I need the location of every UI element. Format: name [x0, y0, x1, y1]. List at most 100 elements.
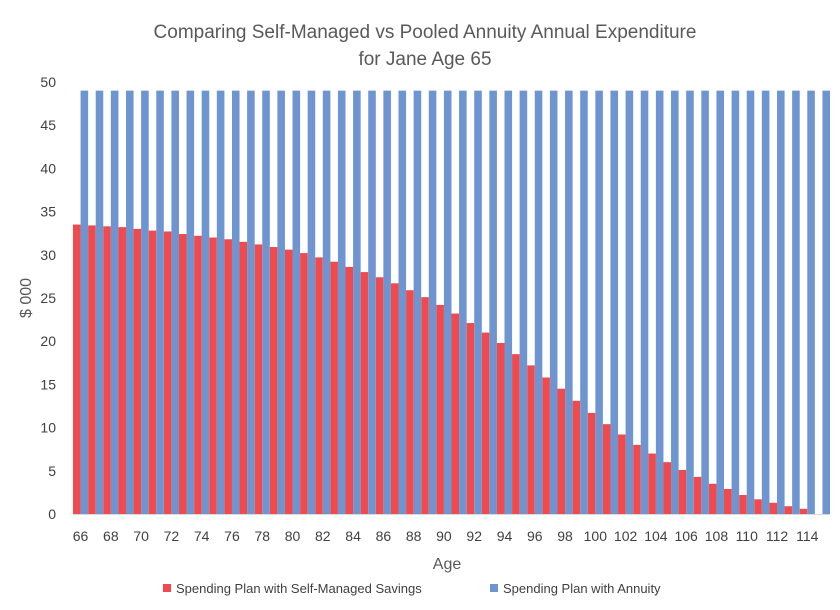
bar-annuity: [640, 90, 649, 514]
bar-annuity: [307, 90, 316, 514]
bar-annuity: [368, 90, 376, 514]
bar-self-managed: [587, 412, 596, 514]
x-tick-label: 88: [406, 528, 422, 544]
bar-annuity: [80, 90, 89, 514]
bar-self-managed: [103, 226, 111, 515]
x-tick-label: 86: [376, 528, 392, 544]
bar-self-managed: [284, 249, 293, 514]
bar-self-managed: [315, 257, 323, 514]
bar-self-managed: [451, 313, 460, 514]
bar-self-managed: [724, 488, 732, 514]
x-tick-label: 82: [315, 528, 331, 544]
bar-self-managed: [73, 224, 81, 514]
bar-self-managed: [527, 365, 535, 514]
bar-self-managed: [481, 332, 490, 514]
legend-swatch-annuity: [490, 584, 498, 592]
legend-swatch-self-managed: [163, 584, 171, 592]
x-tick-label: 114: [796, 528, 819, 544]
bar-annuity: [443, 90, 452, 514]
x-tick-label: 108: [705, 528, 729, 544]
bar-self-managed: [754, 499, 762, 514]
x-tick-label: 104: [644, 528, 668, 544]
bar-self-managed: [618, 434, 626, 514]
y-tick-label: 10: [40, 420, 56, 436]
bar-annuity: [110, 90, 119, 514]
bar-annuity: [489, 90, 497, 514]
bar-annuity: [428, 90, 437, 514]
bar-annuity: [156, 90, 164, 514]
bar-self-managed: [360, 272, 369, 514]
bar-self-managed: [678, 469, 687, 514]
bar-annuity: [686, 90, 694, 514]
chart-title: Comparing Self-Managed vs Pooled Annuity…: [154, 22, 697, 43]
y-tick-label: 0: [48, 506, 56, 522]
bar-self-managed: [269, 247, 278, 514]
bar-annuity: [171, 90, 179, 514]
bar-annuity: [822, 90, 830, 514]
bar-self-managed: [633, 444, 641, 514]
bar-self-managed: [648, 453, 656, 514]
x-tick-label: 66: [73, 528, 89, 544]
bar-annuity: [610, 90, 619, 514]
bar-annuity: [216, 90, 225, 514]
bar-annuity: [792, 90, 800, 514]
bar-annuity: [761, 90, 770, 514]
bars-group: [73, 90, 830, 515]
x-axis-label: Age: [433, 556, 462, 573]
y-tick-label: 45: [40, 117, 56, 133]
bar-self-managed: [254, 244, 263, 514]
bar-self-managed: [739, 494, 747, 514]
bar-annuity: [625, 90, 634, 514]
x-tick-label: 98: [557, 528, 573, 544]
bar-self-managed: [148, 230, 157, 515]
bar-self-managed: [330, 261, 338, 514]
x-tick-label: 72: [164, 528, 180, 544]
bar-self-managed: [602, 424, 611, 514]
x-tick-label: 92: [466, 528, 482, 544]
bar-annuity: [534, 90, 543, 514]
bar-self-managed: [163, 231, 172, 514]
x-tick-label: 102: [614, 528, 638, 544]
bar-self-managed: [209, 237, 217, 514]
bar-annuity: [731, 90, 740, 514]
bar-self-managed: [88, 225, 96, 515]
x-tick-label: 84: [345, 528, 361, 544]
bar-annuity: [746, 90, 755, 514]
bar-annuity: [655, 90, 664, 514]
bar-annuity: [777, 90, 785, 514]
x-tick-label: 110: [736, 528, 759, 544]
bar-annuity: [671, 90, 679, 514]
x-tick-label: 94: [497, 528, 513, 544]
bar-annuity: [413, 90, 422, 514]
bar-annuity: [125, 90, 134, 514]
bar-self-managed: [239, 241, 248, 514]
bar-self-managed: [436, 304, 444, 514]
bar-self-managed: [769, 502, 778, 514]
y-tick-label: 15: [40, 376, 56, 392]
bar-annuity: [807, 90, 815, 514]
bar-self-managed: [421, 297, 429, 514]
x-tick-label: 80: [285, 528, 301, 544]
x-tick-label: 76: [224, 528, 240, 544]
bar-self-managed: [572, 400, 581, 514]
legend: Spending Plan with Self-Managed Savings …: [163, 581, 661, 596]
x-tick-label: 74: [194, 528, 210, 544]
bar-annuity: [322, 90, 331, 514]
legend-label-annuity: Spending Plan with Annuity: [503, 581, 661, 596]
bar-self-managed: [784, 506, 793, 514]
bar-annuity: [701, 90, 709, 514]
bar-self-managed: [693, 476, 702, 514]
bar-annuity: [353, 90, 361, 514]
bar-annuity: [565, 90, 573, 514]
bar-self-managed: [390, 283, 399, 514]
bar-self-managed: [799, 508, 808, 514]
x-tick-label: 70: [133, 528, 149, 544]
bar-annuity: [277, 90, 285, 514]
bar-annuity: [580, 90, 588, 514]
bar-self-managed: [178, 234, 187, 514]
x-tick-label: 90: [436, 528, 452, 544]
bar-self-managed: [557, 388, 566, 514]
bar-annuity: [292, 90, 301, 514]
